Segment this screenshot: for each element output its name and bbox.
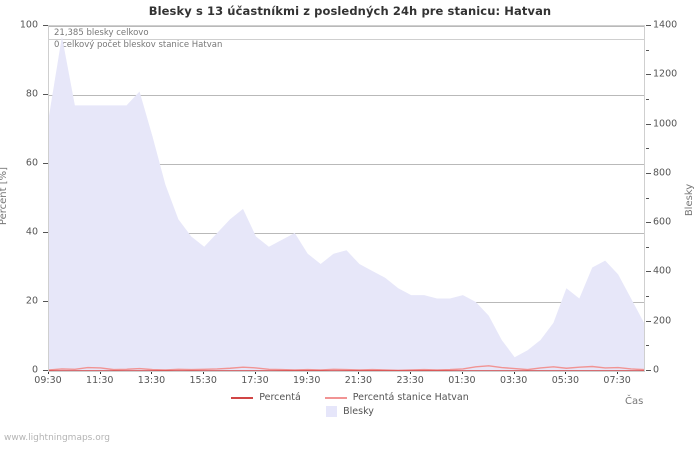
y-right-tick-label: 200 (653, 315, 672, 327)
y-right-tick-mark (646, 172, 651, 174)
y-left-tick-mark (43, 94, 48, 95)
legend-label: Percentá (259, 392, 301, 403)
y-right-minor-tick (646, 49, 649, 51)
y-left-tick-label: 60 (25, 157, 38, 169)
y-right-tick-label: 600 (653, 216, 672, 228)
legend-row-primary: Percentá Percentá stanice Hatvan (0, 392, 700, 403)
y-left-tick-mark (43, 301, 48, 302)
legend-row-secondary: Blesky (0, 406, 700, 417)
gridline-60 (49, 164, 644, 165)
gridline-100 (49, 26, 644, 27)
annotation-divider (49, 39, 644, 40)
y-right-tick-mark (646, 271, 651, 273)
y-axis-right-title: Blesky (684, 183, 695, 217)
annotation-total-strokes: 21,385 blesky celkovo (54, 28, 149, 38)
gridline-40 (49, 233, 644, 234)
x-tick-label: 17:30 (241, 375, 269, 386)
legend-swatch-box (326, 406, 338, 417)
x-tick-label: 07:30 (603, 375, 631, 386)
gridline-80 (49, 95, 644, 96)
y-axis-left-title: Percent [%] (0, 166, 9, 226)
y-right-tick-label: 0 (653, 364, 660, 376)
watermark: www.lightningmaps.org (4, 433, 110, 443)
legend-label: Blesky (343, 406, 374, 417)
x-tick-label: 01:30 (448, 375, 476, 386)
y-right-tick-mark (646, 25, 651, 26)
percenta-stanice-line (49, 365, 644, 371)
x-tick-label: 19:30 (292, 375, 321, 386)
x-tick-label: 09:30 (34, 375, 62, 386)
legend-swatch-line (231, 396, 254, 399)
x-tick-label: 13:30 (137, 375, 166, 386)
y-right-tick-mark (646, 123, 651, 125)
y-right-minor-tick (646, 98, 649, 100)
x-tick-label: 11:30 (86, 375, 114, 386)
y-left-tick-mark (43, 25, 48, 26)
y-right-tick-label: 800 (653, 167, 672, 179)
x-axis-title: Čas (625, 396, 644, 407)
y-right-tick-label: 400 (653, 265, 672, 277)
y-right-minor-tick (646, 148, 649, 150)
y-right-minor-tick (646, 345, 649, 347)
y-right-tick-label: 1000 (653, 118, 678, 130)
y-left-tick-label: 80 (25, 88, 38, 100)
y-right-tick-label: 1400 (653, 19, 678, 31)
y-right-minor-tick (646, 197, 649, 199)
legend-item[interactable]: Blesky (326, 406, 374, 417)
plot-area: 21,385 blesky celkovo 0 celkový počet bl… (48, 25, 645, 372)
y-right-tick-mark (646, 74, 651, 76)
y-left-tick-label: 100 (19, 19, 38, 31)
x-tick-label: 15:30 (189, 375, 217, 386)
y-left-tick-mark (43, 163, 48, 164)
y-left-tick-mark (43, 232, 48, 233)
y-left-tick-label: 40 (25, 226, 38, 238)
y-right-tick-mark (646, 370, 651, 371)
series-layer (49, 36, 644, 371)
y-right-minor-tick (646, 296, 649, 298)
legend-label: Percentá stanice Hatvan (352, 392, 469, 403)
y-right-tick-label: 1200 (653, 68, 678, 80)
y-right-tick-mark (646, 222, 651, 224)
annotation-station-strokes: 0 celkový počet bleskov stanice Hatvan (54, 40, 223, 50)
legend-item[interactable]: Percentá (231, 392, 301, 403)
x-tick-label: 23:30 (396, 375, 424, 386)
blesky-area (49, 36, 644, 371)
legend-swatch-line (324, 396, 347, 399)
y-left-tick-label: 0 (31, 364, 38, 376)
x-tick-label: 03:30 (499, 375, 528, 386)
y-left-tick-label: 20 (25, 295, 38, 307)
x-tick-label: 05:30 (551, 375, 580, 386)
y-left-tick-mark (43, 370, 48, 371)
x-tick-label: 21:30 (344, 375, 373, 386)
y-right-tick-mark (646, 320, 651, 322)
y-right-minor-tick (646, 246, 649, 248)
legend-item[interactable]: Percentá stanice Hatvan (324, 392, 469, 403)
page-title: Blesky s 13 účastníkmi z posledných 24h … (148, 4, 552, 18)
